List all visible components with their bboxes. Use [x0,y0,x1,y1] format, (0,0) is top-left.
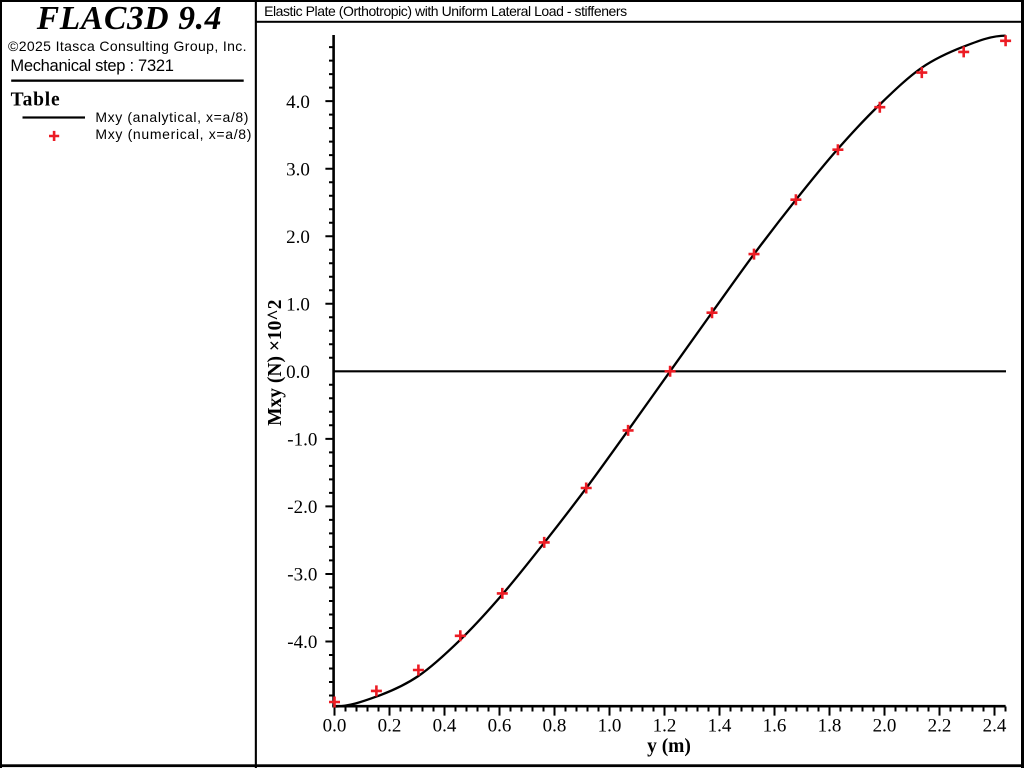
svg-text:0.6: 0.6 [488,715,512,736]
svg-text:0.2: 0.2 [378,715,402,736]
svg-text:0.0: 0.0 [286,362,310,383]
svg-text:©2025 Itasca Consulting Group,: ©2025 Itasca Consulting Group, Inc. [8,38,247,54]
svg-text:Table: Table [11,90,60,111]
svg-text:3.0: 3.0 [286,159,310,180]
svg-text:Mechanical step : 7321: Mechanical step : 7321 [10,57,174,75]
svg-text:y (m): y (m) [647,736,691,757]
svg-text:-3.0: -3.0 [287,565,317,586]
svg-text:Mxy (numerical, x=a/8): Mxy (numerical, x=a/8) [95,126,251,142]
svg-text:2.0: 2.0 [873,715,897,736]
svg-text:1.8: 1.8 [818,715,842,736]
svg-text:1.0: 1.0 [286,294,310,315]
svg-text:1.6: 1.6 [763,715,787,736]
svg-text:0.4: 0.4 [433,715,457,736]
svg-text:1.2: 1.2 [653,715,677,736]
svg-text:2.0: 2.0 [286,227,310,248]
svg-text:1.0: 1.0 [598,715,622,736]
svg-text:1.4: 1.4 [708,715,732,736]
svg-text:0.8: 0.8 [543,715,567,736]
svg-text:2.4: 2.4 [983,715,1007,736]
svg-text:-1.0: -1.0 [287,430,317,451]
svg-text:Mxy (N) ×10^2: Mxy (N) ×10^2 [265,299,286,425]
svg-text:-4.0: -4.0 [287,632,317,653]
svg-text:FLAC3D 9.4: FLAC3D 9.4 [36,0,222,37]
svg-text:4.0: 4.0 [286,92,310,113]
svg-text:2.2: 2.2 [928,715,952,736]
svg-text:-2.0: -2.0 [287,497,317,518]
svg-text:Elastic Plate (Orthotropic) wi: Elastic Plate (Orthotropic) with Uniform… [264,3,627,19]
svg-text:Mxy (analytical, x=a/8): Mxy (analytical, x=a/8) [95,109,248,125]
svg-text:0.0: 0.0 [323,715,347,736]
